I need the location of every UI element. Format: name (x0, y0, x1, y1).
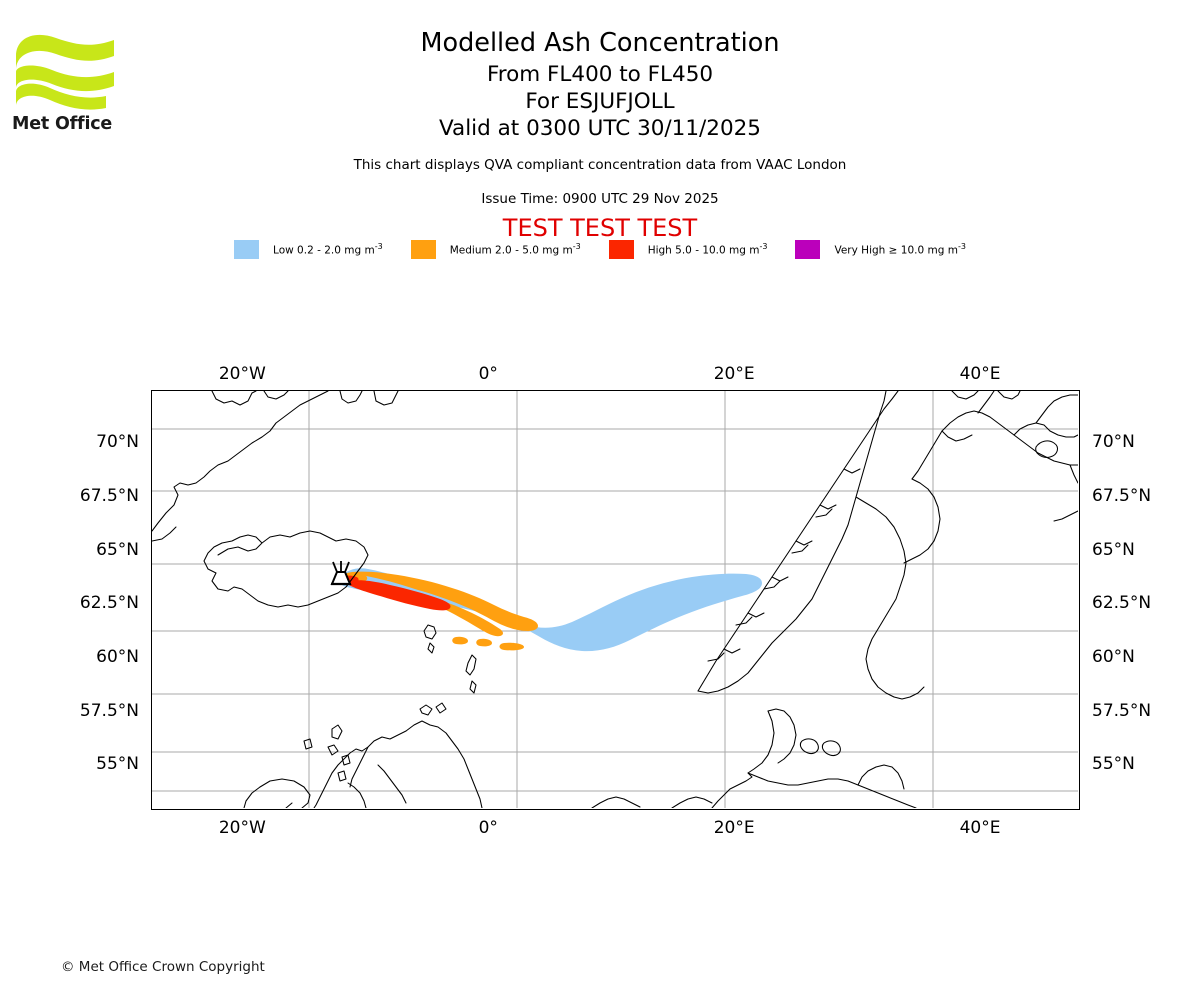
issue-time-text: Issue Time: 0900 UTC 29 Nov 2025 (481, 191, 719, 207)
legend-label-very-high: Very High ≥ 10.0 mg m-3 (834, 242, 966, 257)
legend-swatch-high (608, 240, 634, 259)
lat-tick-label-left: 60°N (96, 647, 139, 667)
volcano-symbol-esjufjoll (330, 561, 352, 586)
volcano-subtitle: For ESJUFJOLL (525, 89, 675, 114)
map-gridlines (152, 391, 1078, 808)
legend-entry-very-high: Very High ≥ 10.0 mg m-3 (795, 240, 966, 259)
lat-tick-label-left: 62.5°N (79, 593, 139, 614)
legend-swatch-medium (410, 240, 436, 259)
lon-tick-label: 20°E (713, 364, 755, 384)
lon-tick-label: 0° (478, 818, 498, 838)
met-office-logo: Met Office (12, 26, 122, 134)
lon-tick-label: 40°E (959, 364, 1001, 384)
map-canvas (152, 391, 1078, 808)
concentration-legend: Low 0.2 - 2.0 mg m-3 Medium 2.0 - 5.0 mg … (0, 240, 1200, 259)
test-banner: TEST TEST TEST (502, 214, 698, 242)
lat-tick-label-right: 62.5°N (1092, 593, 1152, 614)
lon-tick-label: 20°W (218, 818, 266, 838)
legend-swatch-very-high (795, 240, 821, 259)
map-plot-area[interactable] (151, 390, 1080, 810)
lon-tick-label: 20°E (713, 818, 755, 838)
legend-label-low: Low 0.2 - 2.0 mg m-3 (273, 242, 383, 257)
lat-tick-label-right: 65°N (1092, 539, 1135, 560)
lat-tick-label-right: 55°N (1092, 754, 1135, 775)
legend-entry-medium: Medium 2.0 - 5.0 mg m-3 (410, 240, 581, 259)
logo-wordmark: Met Office (12, 114, 113, 134)
flight-level-subtitle: From FL400 to FL450 (486, 62, 714, 87)
lat-tick-label-left: 57.5°N (79, 700, 139, 721)
lat-tick-label-right: 67.5°N (1092, 485, 1152, 506)
legend-label-medium: Medium 2.0 - 5.0 mg m-3 (449, 242, 581, 257)
lat-tick-label-right: 57.5°N (1092, 700, 1152, 721)
qva-source-note: This chart displays QVA compliant concen… (353, 157, 847, 173)
lon-tick-label: 40°E (959, 818, 1001, 838)
lat-tick-label-left: 55°N (96, 754, 139, 775)
legend-label-high: High 5.0 - 10.0 mg m-3 (647, 242, 768, 257)
legend-entry-high: High 5.0 - 10.0 mg m-3 (608, 240, 768, 259)
chart-title: Modelled Ash Concentration (420, 28, 780, 58)
lon-tick-label: 0° (478, 364, 498, 384)
lat-tick-label-right: 70°N (1092, 432, 1135, 453)
lat-tick-label-left: 67.5°N (79, 485, 139, 506)
lon-tick-label: 20°W (218, 364, 266, 384)
legend-entry-low: Low 0.2 - 2.0 mg m-3 (234, 240, 383, 259)
lat-tick-label-left: 70°N (96, 432, 139, 453)
valid-time-subtitle: Valid at 0300 UTC 30/11/2025 (438, 116, 761, 141)
lat-tick-label-left: 65°N (96, 539, 139, 560)
lat-tick-label-right: 60°N (1092, 647, 1135, 667)
coastlines (152, 391, 1078, 808)
met-office-wave-mark (16, 34, 114, 110)
legend-swatch-low (234, 240, 260, 259)
copyright-text: © Met Office Crown Copyright (61, 959, 265, 975)
